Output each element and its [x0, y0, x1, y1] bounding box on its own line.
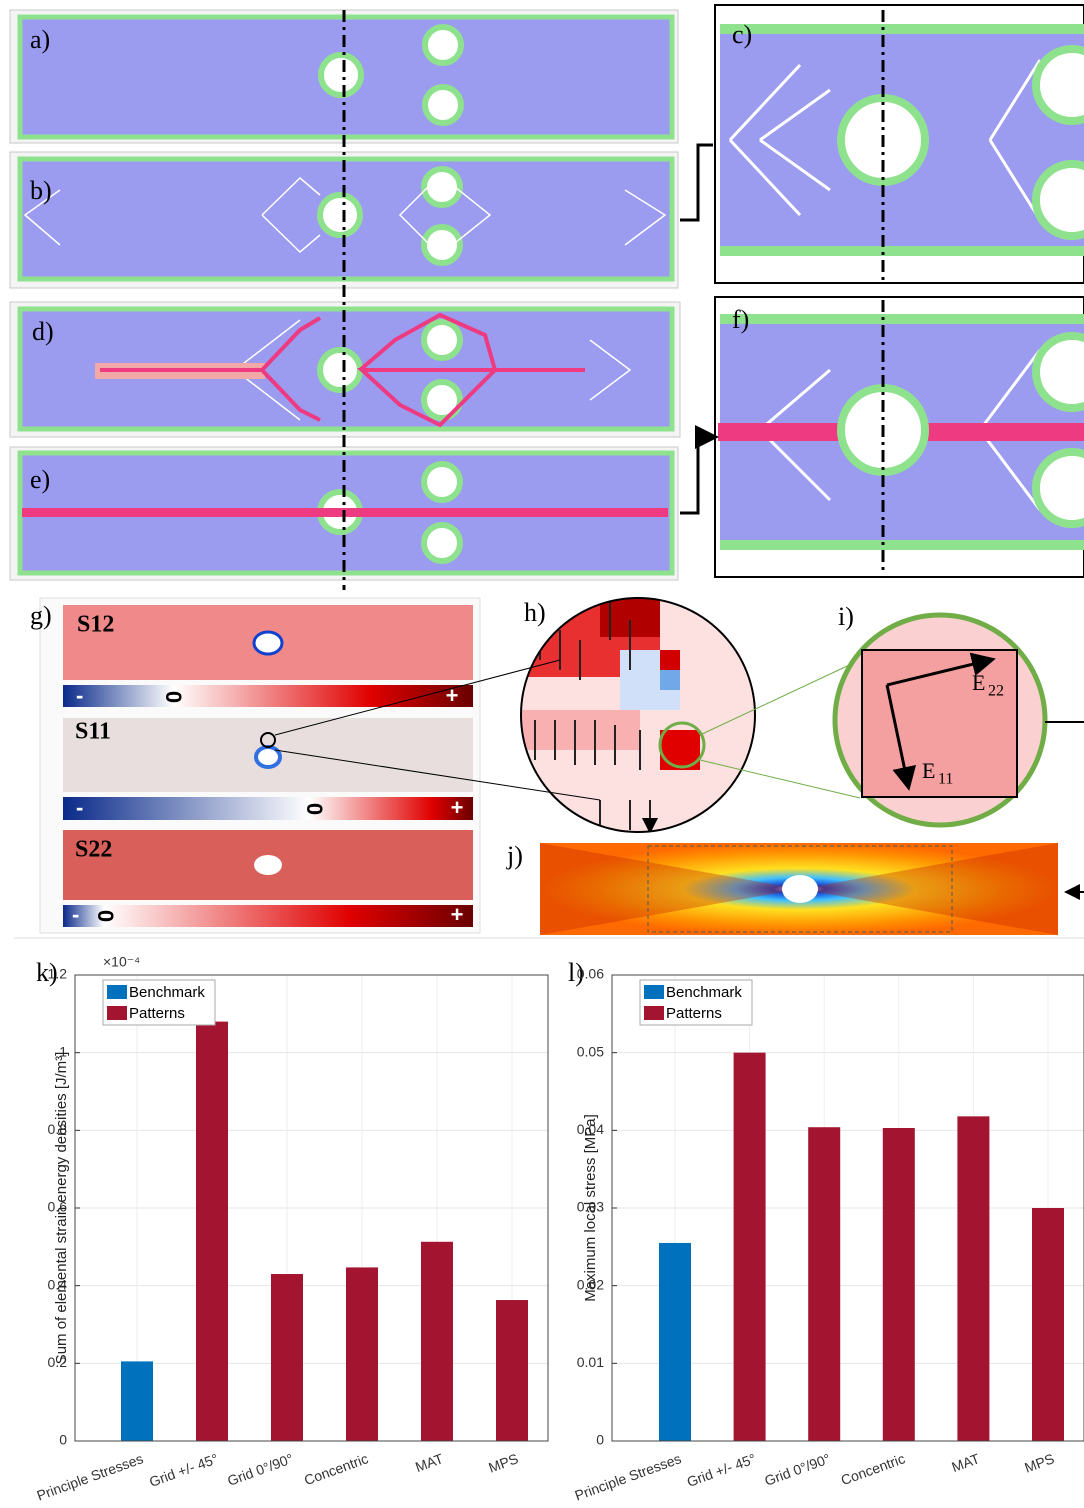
bar	[1032, 1208, 1064, 1441]
colorbar-label: +	[451, 902, 464, 927]
panel-label: a)	[30, 25, 50, 54]
panel-label: j)	[506, 841, 523, 870]
panel-j	[540, 843, 1084, 935]
legend-label: Patterns	[129, 1005, 185, 1022]
panel-label: e)	[30, 465, 50, 494]
direction-letter: E	[922, 758, 935, 783]
legend-label: Benchmark	[666, 984, 742, 1001]
x-tick-label: Principle Stresses	[573, 1450, 684, 1503]
panel-label: f)	[732, 305, 749, 334]
x-tick-label: Grid +/- 45°	[147, 1450, 220, 1490]
axis-multiplier: ×10⁻⁴	[103, 954, 140, 970]
bar	[346, 1267, 378, 1441]
colorbar-label: +	[451, 795, 464, 820]
colorbar-label: -	[76, 683, 83, 708]
colorbar-label: +	[446, 683, 459, 708]
panel-label: d)	[32, 317, 54, 346]
x-tick-label: Concentric	[839, 1450, 907, 1488]
x-tick-label: MAT	[949, 1450, 982, 1475]
x-tick-label: Grid +/- 45°	[685, 1450, 758, 1490]
legend-label: Benchmark	[129, 984, 205, 1001]
stress-name: S22	[75, 837, 112, 863]
y-tick-label: 0	[59, 1432, 67, 1448]
bar	[659, 1243, 691, 1441]
bar	[196, 1022, 228, 1441]
divider	[14, 937, 1084, 939]
panel-label: b)	[30, 176, 52, 205]
legend-swatch	[107, 985, 127, 999]
panel-i	[835, 615, 1084, 825]
legend-label: Patterns	[666, 1005, 722, 1022]
stress-name: S12	[77, 612, 114, 638]
panel-g	[40, 598, 480, 933]
panels-c-f	[680, 5, 1084, 577]
y-axis-label: Sum of elemental strain energy densities…	[53, 1052, 70, 1365]
bar	[883, 1128, 915, 1441]
bar	[421, 1242, 453, 1441]
panel-label: i)	[838, 602, 854, 631]
legend-swatch	[107, 1006, 127, 1020]
bar	[808, 1127, 840, 1441]
panel-label: c)	[732, 20, 752, 49]
bar	[271, 1274, 303, 1441]
legend-swatch	[644, 985, 664, 999]
x-tick-label: Concentric	[302, 1450, 370, 1488]
panel-label: h)	[524, 598, 546, 627]
y-tick-label: 1.2	[48, 966, 68, 982]
x-tick-label: Principle Stresses	[35, 1450, 146, 1503]
bar	[121, 1361, 153, 1441]
y-tick-label: 0.06	[577, 966, 604, 982]
colorbar-label: 0	[93, 910, 118, 922]
bar	[496, 1300, 528, 1441]
bar	[957, 1116, 989, 1441]
colorbar-label: -	[76, 795, 83, 820]
x-tick-label: Grid 0°/90°	[225, 1450, 295, 1489]
stress-name: S11	[75, 719, 111, 745]
x-tick-label: MPS	[1022, 1450, 1056, 1475]
panel-label: g)	[30, 601, 52, 630]
colorbar-label: -	[72, 902, 79, 927]
direction-subscript: 11	[938, 771, 953, 788]
legend-swatch	[644, 1006, 664, 1020]
figure: a) b) c) d) e) f) g) h) i) j) k) l) S12 …	[0, 0, 1084, 1508]
direction-subscript: 22	[988, 683, 1004, 700]
colorbar-label: 0	[302, 803, 327, 815]
direction-letter: E	[972, 670, 985, 695]
y-tick-label: 0	[596, 1432, 604, 1448]
x-tick-label: Grid 0°/90°	[762, 1450, 832, 1489]
bar	[734, 1053, 766, 1441]
y-axis-label: Maximum local stress [MPa]	[582, 1114, 599, 1302]
x-tick-label: MAT	[413, 1450, 446, 1475]
colorbar-label: 0	[161, 691, 186, 703]
y-tick-label: 0.05	[577, 1043, 604, 1059]
y-tick-label: 0.01	[577, 1354, 604, 1370]
x-tick-label: MPS	[486, 1450, 520, 1475]
